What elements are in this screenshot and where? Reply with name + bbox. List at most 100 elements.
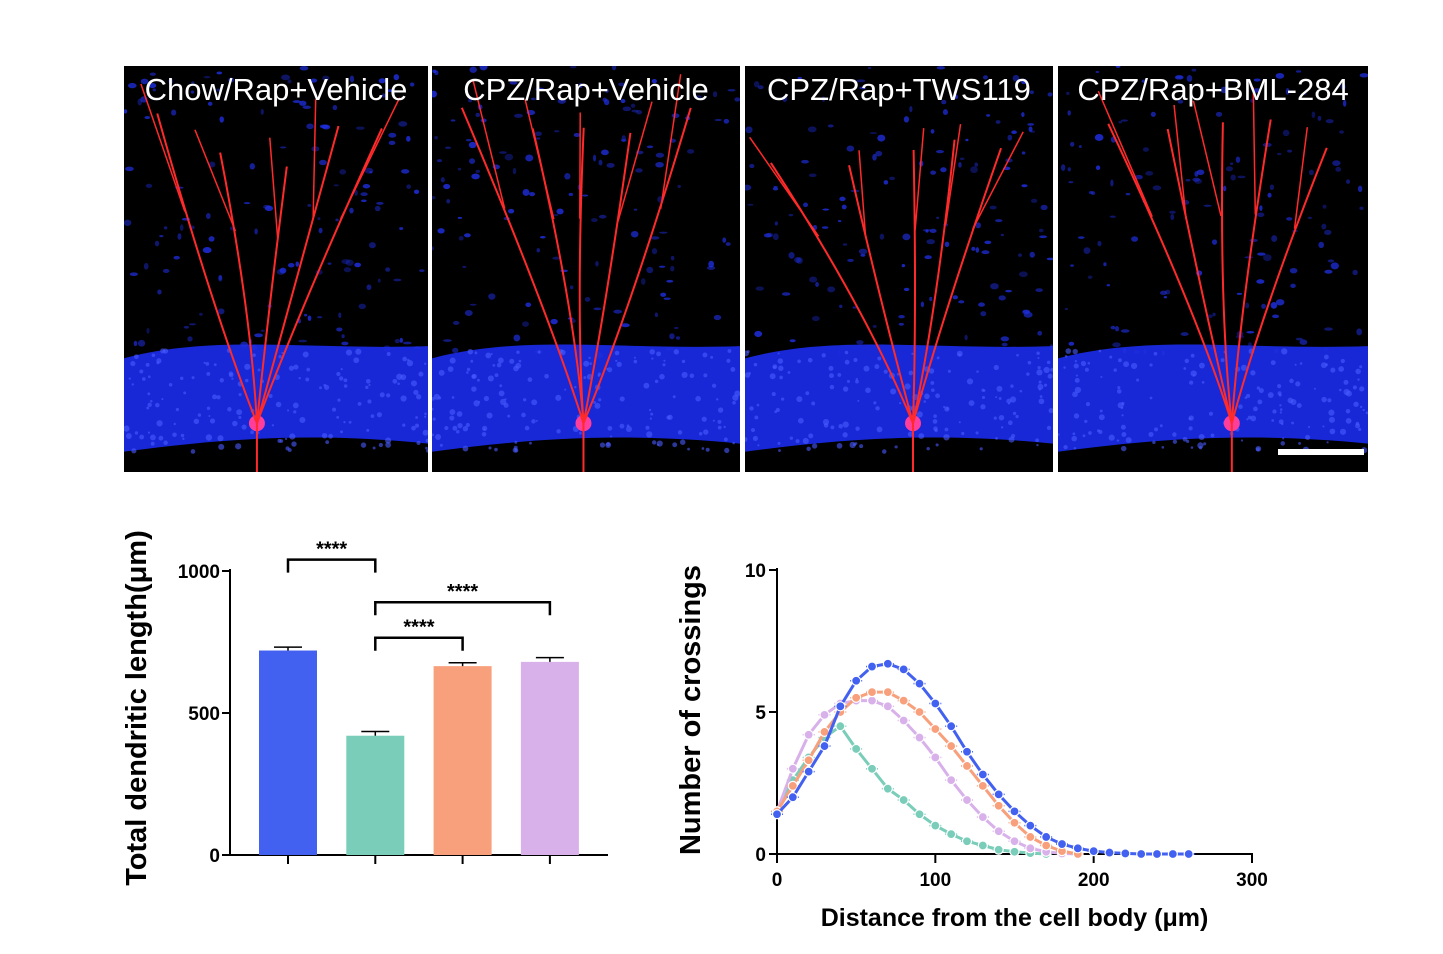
nucleus-dot — [1027, 123, 1035, 126]
nucleus-dot — [687, 447, 690, 451]
nucleus-dot — [415, 416, 419, 419]
nucleus-dot — [206, 213, 211, 220]
data-point — [787, 792, 798, 803]
nucleus-dot — [139, 434, 145, 440]
nucleus-dot — [606, 162, 615, 168]
nucleus-dot — [1338, 366, 1345, 372]
nucleus-dot — [302, 351, 309, 358]
nucleus-dot — [462, 265, 467, 269]
nucleus-dot — [205, 362, 210, 366]
data-point — [1025, 831, 1036, 843]
data-point — [866, 695, 878, 706]
nucleus-dot — [1094, 134, 1104, 141]
nucleus-dot — [1324, 363, 1328, 367]
nucleus-dot — [598, 159, 603, 166]
nucleus-dot — [125, 433, 132, 439]
dendrite-branch — [339, 97, 401, 220]
nucleus-dot — [635, 109, 643, 115]
nucleus-dot — [299, 416, 306, 424]
nucleus-dot — [449, 409, 456, 416]
nucleus-dot — [778, 449, 781, 452]
nucleus-dot — [839, 196, 846, 202]
nucleus-dot — [475, 112, 481, 118]
data-point — [1009, 846, 1020, 857]
nucleus-dot — [1088, 191, 1094, 195]
nucleus-dot — [1285, 87, 1290, 95]
nucleus-dot — [378, 78, 386, 84]
nucleus-dot — [238, 415, 242, 419]
nucleus-dot — [1037, 365, 1041, 370]
nucleus-dot — [560, 269, 568, 273]
nucleus-dot — [1116, 439, 1120, 442]
nucleus-dot — [630, 230, 639, 238]
nucleus-dot — [633, 356, 636, 359]
nucleus-dot — [1021, 78, 1027, 85]
nucleus-dot — [372, 446, 376, 450]
nucleus-dot — [723, 425, 726, 429]
nucleus-dot — [324, 384, 330, 390]
nucleus-dot — [434, 70, 439, 76]
nucleus-dot — [1186, 75, 1193, 82]
data-point — [930, 752, 941, 763]
nucleus-dot — [131, 383, 135, 386]
nucleus-dot — [909, 105, 913, 113]
nucleus-dot — [485, 352, 492, 359]
nucleus-dot — [873, 401, 877, 405]
nucleus-dot — [1330, 367, 1336, 373]
nucleus-dot — [1074, 360, 1078, 363]
nucleus-dot — [1174, 75, 1184, 80]
nucleus-dot — [416, 440, 421, 445]
nucleus-dot — [1255, 447, 1260, 452]
nucleus-dot — [1152, 440, 1156, 445]
nucleus-dot — [367, 399, 372, 404]
nucleus-dot — [374, 205, 381, 212]
nucleus-dot — [1080, 360, 1087, 367]
nucleus-dot — [1338, 388, 1342, 392]
nucleus-dot — [1359, 365, 1363, 369]
nucleus-dot — [134, 431, 139, 435]
nucleus-dot — [654, 312, 658, 318]
nucleus-dot — [646, 145, 654, 149]
nucleus-dot — [801, 159, 809, 164]
nucleus-dot — [1036, 443, 1039, 447]
nucleus-dot — [317, 217, 321, 221]
nucleus-dot — [1088, 431, 1092, 435]
nucleus-dot — [240, 341, 249, 348]
nucleus-dot — [640, 278, 646, 285]
nucleus-dot — [961, 431, 965, 436]
nucleus-dot — [343, 384, 348, 388]
nucleus-dot — [525, 154, 534, 162]
nucleus-dot — [1085, 402, 1091, 407]
nucleus-dot — [539, 236, 546, 239]
nucleus-dot — [287, 262, 295, 268]
nucleus-dot — [486, 412, 493, 419]
nucleus-dot — [203, 75, 211, 79]
nucleus-dot — [1095, 70, 1100, 74]
nucleus-dot — [1220, 86, 1228, 94]
nucleus-dot — [663, 359, 666, 362]
nucleus-dot — [1290, 283, 1296, 289]
bar — [259, 650, 317, 855]
nucleus-dot — [1287, 397, 1294, 404]
nucleus-dot — [411, 425, 416, 431]
nucleus-dot — [155, 352, 164, 356]
nucleus-dot — [1048, 408, 1053, 414]
nucleus-dot — [1256, 386, 1261, 390]
data-point — [914, 732, 925, 743]
dendrite — [1230, 147, 1328, 424]
nucleus-dot — [726, 358, 731, 363]
dendrite-branch — [269, 137, 279, 239]
nucleus-dot — [379, 392, 385, 398]
nucleus-dot — [1038, 380, 1042, 384]
nucleus-dot — [1345, 417, 1352, 424]
nucleus-dot — [1123, 361, 1130, 368]
nucleus-dot — [1046, 425, 1052, 431]
nucleus-dot — [930, 129, 935, 134]
nucleus-dot — [338, 376, 344, 381]
data-point — [961, 836, 973, 847]
nucleus-dot — [1235, 156, 1241, 163]
nucleus-dot — [515, 362, 522, 369]
nucleus-dot — [203, 361, 206, 364]
nucleus-dot — [782, 95, 788, 102]
nucleus-dot — [1073, 363, 1079, 369]
